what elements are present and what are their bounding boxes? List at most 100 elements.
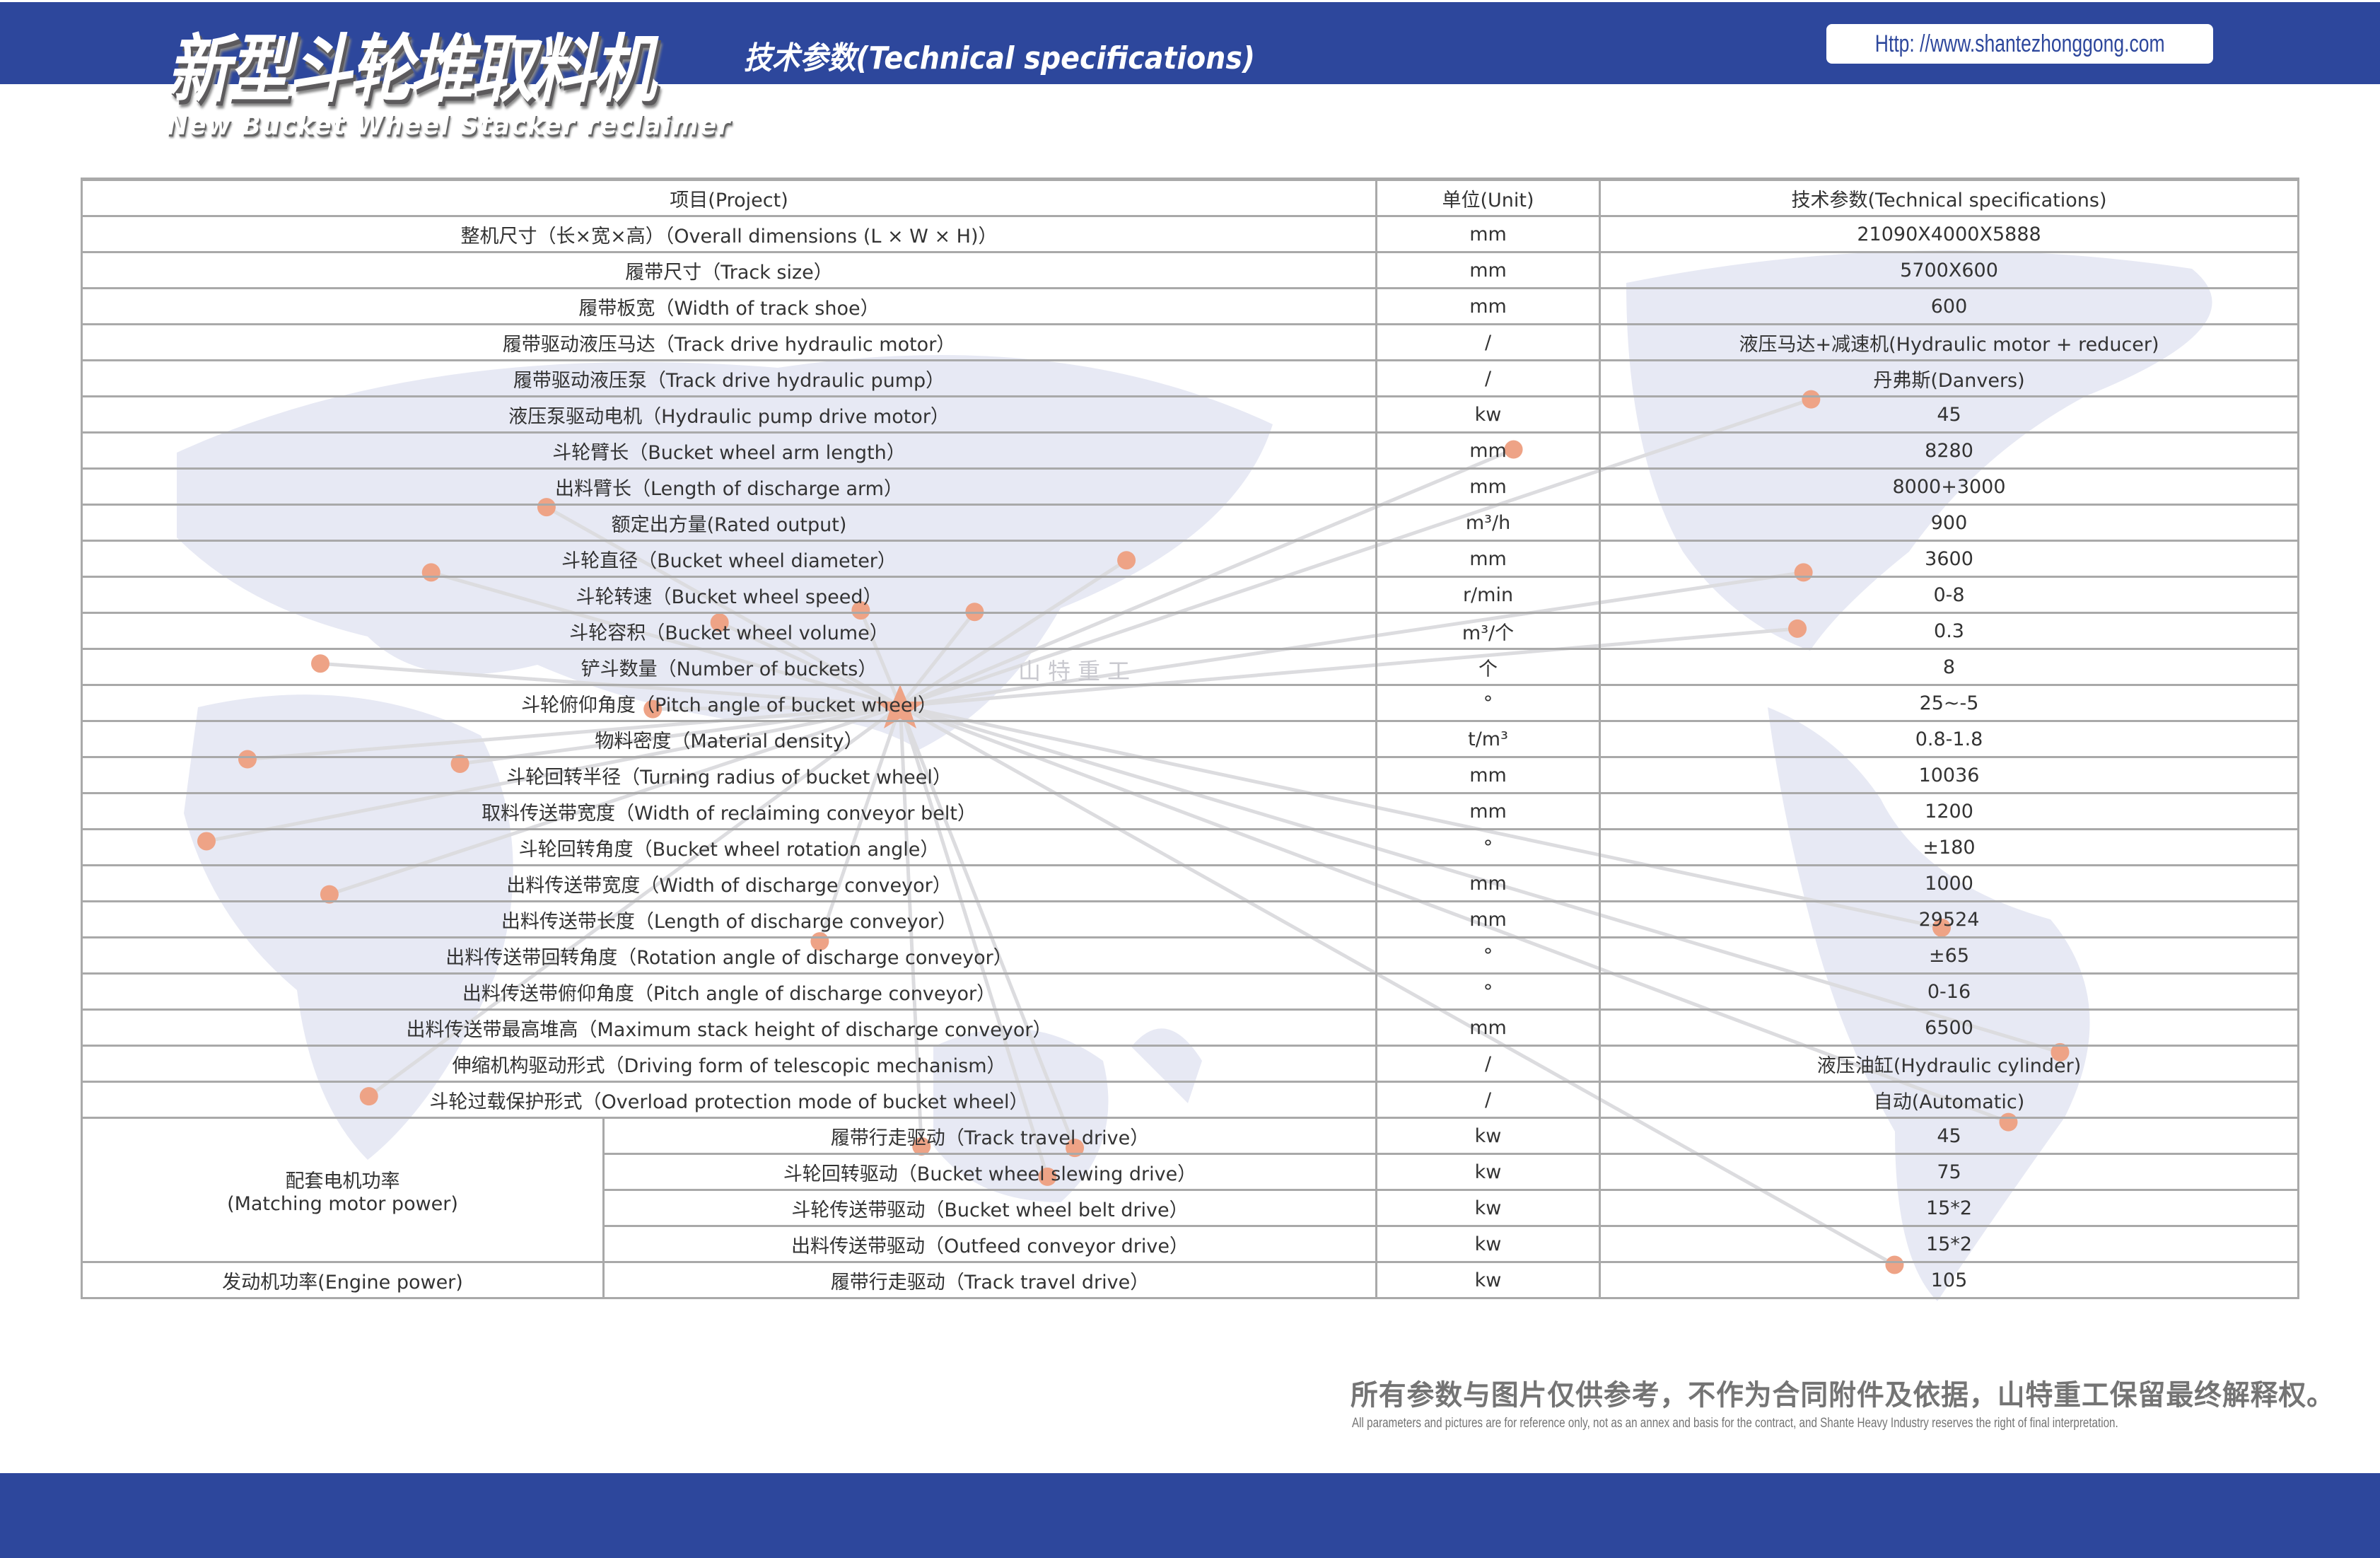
- motor-power-label-en: (Matching motor power): [227, 1192, 458, 1215]
- spec-item: 斗轮回转半径（Turning radius of bucket wheel）: [80, 756, 1378, 794]
- engine-item: 履带行走驱动（Track travel drive）: [602, 1261, 1378, 1299]
- spec-item: 出料传送带长度（Length of discharge conveyor）: [80, 900, 1378, 938]
- spec-item: 斗轮直径（Bucket wheel diameter）: [80, 540, 1378, 578]
- header-unit: 单位(Unit): [1375, 178, 1602, 217]
- table-row: 出料传送带长度（Length of discharge conveyor） mm 2…: [80, 900, 2300, 938]
- motor-unit: kw: [1375, 1225, 1602, 1263]
- table-row: 斗轮臂长（Bucket wheel arm length） mm 8280: [80, 431, 2300, 470]
- header-specs: 技术参数(Technical specifications): [1599, 178, 2300, 217]
- spec-value: 8: [1599, 648, 2300, 686]
- spec-unit: /: [1375, 1045, 1602, 1083]
- table-row: 出料传送带驱动（Outfeed conveyor drive） kw 15*2: [82, 1225, 2300, 1263]
- spec-value: 6500: [1599, 1008, 2300, 1047]
- spec-unit: mm: [1375, 900, 1602, 938]
- spec-item: 出料传送带回转角度（Rotation angle of discharge co…: [80, 936, 1378, 975]
- motor-item: 履带行走驱动（Track travel drive）: [602, 1117, 1378, 1155]
- engine-value: 105: [1599, 1261, 2300, 1299]
- spec-unit: mm: [1375, 540, 1602, 578]
- spec-value: 900: [1599, 504, 2300, 542]
- spec-item: 斗轮回转角度（Bucket wheel rotation angle）: [80, 828, 1378, 866]
- spec-value: 25~-5: [1599, 684, 2300, 722]
- spec-value: 10036: [1599, 756, 2300, 794]
- table-row: 额定出方量(Rated output) m³/h 900: [80, 504, 2300, 542]
- spec-item: 斗轮俯仰角度（Pitch angle of bucket wheel）: [80, 684, 1378, 722]
- spec-value: 0.3: [1599, 612, 2300, 650]
- header-project: 项目(Project): [80, 178, 1378, 217]
- spec-item: 液压泵驱动电机（Hydraulic pump drive motor）: [80, 395, 1378, 434]
- spec-item: 铲斗数量（Number of buckets）: [80, 648, 1378, 686]
- spec-value: 0-8: [1599, 576, 2300, 614]
- spec-unit: /: [1375, 323, 1602, 361]
- motor-power-group-label: 配套电机功率 (Matching motor power): [81, 1117, 605, 1263]
- spec-item: 履带驱动液压泵（Track drive hydraulic pump）: [80, 359, 1378, 397]
- spec-item: 斗轮转速（Bucket wheel speed）: [80, 576, 1378, 614]
- website-url-text: Http: //www.shantezhonggong.com: [1874, 30, 2165, 57]
- table-row: 斗轮转速（Bucket wheel speed） r/min 0-8: [80, 576, 2300, 614]
- motor-item: 出料传送带驱动（Outfeed conveyor drive）: [602, 1225, 1378, 1263]
- motor-value: 15*2: [1599, 1189, 2300, 1227]
- spec-item: 斗轮过载保护形式（Overload protection mode of buc…: [80, 1081, 1378, 1119]
- spec-unit: °: [1375, 972, 1602, 1011]
- spec-unit: t/m³: [1375, 720, 1602, 758]
- spec-item: 出料臂长（Length of discharge arm）: [80, 467, 1378, 506]
- spec-value: 8280: [1599, 431, 2300, 470]
- spec-item: 出料传送带俯仰角度（Pitch angle of discharge conve…: [80, 972, 1378, 1011]
- table-row: 斗轮传送带驱动（Bucket wheel belt drive） kw 15*2: [82, 1189, 2300, 1227]
- spec-value: ±180: [1599, 828, 2300, 866]
- spec-value: 29524: [1599, 900, 2300, 938]
- spec-item: 斗轮容积（Bucket wheel volume）: [80, 612, 1378, 650]
- spec-value: 3600: [1599, 540, 2300, 578]
- table-row: 斗轮回转驱动（Bucket wheel slewing drive） kw 75: [82, 1153, 2300, 1191]
- table-row: 出料传送带最高堆高（Maximum stack height of discha…: [80, 1008, 2300, 1047]
- spec-unit: /: [1375, 359, 1602, 397]
- table-row: 出料传送带回转角度（Rotation angle of discharge co…: [80, 936, 2300, 975]
- product-title-english: New Bucket Wheel Stacker reclaimer: [167, 110, 732, 141]
- motor-value: 75: [1599, 1153, 2300, 1191]
- motor-power-label-cn: 配套电机功率: [285, 1170, 400, 1192]
- table-row: 履带板宽（Width of track shoe） mm 600: [80, 287, 2300, 325]
- spec-unit: mm: [1375, 756, 1602, 794]
- table-row: 出料传送带宽度（Width of discharge conveyor） mm 10…: [80, 864, 2300, 902]
- spec-item: 履带板宽（Width of track shoe）: [80, 287, 1378, 325]
- motor-unit: kw: [1375, 1189, 1602, 1227]
- spec-item: 取料传送带宽度（Width of reclaiming conveyor bel…: [80, 792, 1378, 830]
- spec-value: 1000: [1599, 864, 2300, 902]
- spec-unit: 个: [1375, 648, 1602, 686]
- spec-unit: mm: [1375, 431, 1602, 470]
- disclaimer-chinese: 所有参数与图片仅供参考，不作为合同附件及依据，山特重工保留最终解释权。: [1351, 1379, 2335, 1412]
- table-row: 履带尺寸（Track size） mm 5700X600: [80, 251, 2300, 289]
- spec-item: 整机尺寸（长×宽×高）（Overall dimensions (L × W × …: [80, 215, 1378, 253]
- table-row: 出料臂长（Length of discharge arm） mm 8000+3000: [80, 467, 2300, 506]
- spec-item: 伸缩机构驱动形式（Driving form of telescopic mech…: [80, 1045, 1378, 1083]
- product-title: 新型斗轮堆取料机: [167, 26, 655, 112]
- spec-unit: r/min: [1375, 576, 1602, 614]
- spec-value: 600: [1599, 287, 2300, 325]
- spec-unit: °: [1375, 684, 1602, 722]
- table-row: 发动机功率(Engine power) 履带行走驱动（Track travel d…: [81, 1261, 2300, 1299]
- spec-item: 出料传送带宽度（Width of discharge conveyor）: [80, 864, 1378, 902]
- table-row: 出料传送带俯仰角度（Pitch angle of discharge conve…: [80, 972, 2300, 1011]
- table-row: 伸缩机构驱动形式（Driving form of telescopic mech…: [80, 1045, 2300, 1083]
- table-row: 液压泵驱动电机（Hydraulic pump drive motor） kw 45: [80, 395, 2300, 434]
- spec-unit: mm: [1375, 792, 1602, 830]
- table-row: 履带驱动液压马达（Track drive hydraulic motor） / 液压…: [80, 323, 2300, 361]
- table-row: 斗轮过载保护形式（Overload protection mode of buc…: [80, 1081, 2300, 1119]
- engine-unit: kw: [1375, 1261, 1602, 1299]
- spec-item: 物料密度（Material density）: [80, 720, 1378, 758]
- spec-unit: mm: [1375, 215, 1602, 253]
- spec-unit: m³/h: [1375, 504, 1602, 542]
- spec-value: 丹弗斯(Danvers): [1599, 359, 2300, 397]
- spec-value: 液压马达+减速机(Hydraulic motor + reducer): [1599, 323, 2300, 361]
- spec-unit: m³/个: [1375, 612, 1602, 650]
- disclaimer-english: All parameters and pictures are for refe…: [1352, 1416, 2118, 1431]
- spec-value: ±65: [1599, 936, 2300, 975]
- spec-value: 5700X600: [1599, 251, 2300, 289]
- motor-unit: kw: [1375, 1153, 1602, 1191]
- spec-value: 8000+3000: [1599, 467, 2300, 506]
- spec-item: 履带尺寸（Track size）: [80, 251, 1378, 289]
- website-url-link[interactable]: Http: //www.shantezhonggong.com: [1826, 24, 2213, 64]
- table-row: 斗轮容积（Bucket wheel volume） m³/个 0.3: [80, 612, 2300, 650]
- table-row: 斗轮回转角度（Bucket wheel rotation angle） ° ±180: [80, 828, 2300, 866]
- spec-value: 自动(Automatic): [1599, 1081, 2300, 1119]
- spec-value: 45: [1599, 395, 2300, 434]
